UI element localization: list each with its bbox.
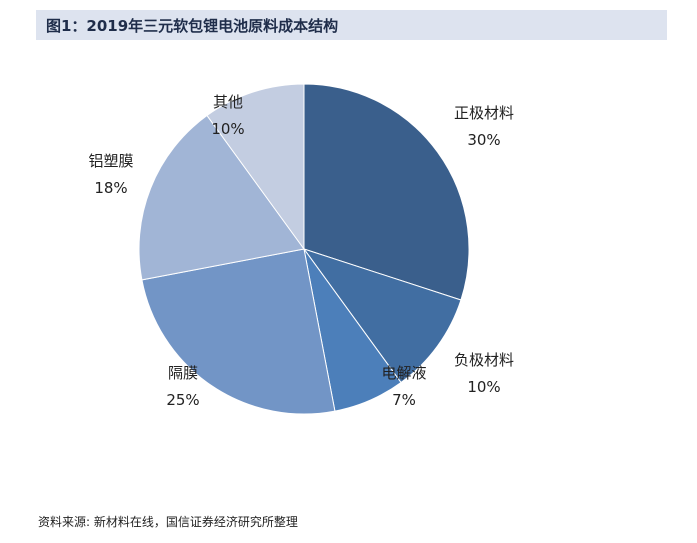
title-bar: 图1：2019年三元软包锂电池原料成本结构	[36, 10, 667, 40]
pie-slice-5	[206, 83, 305, 251]
slice-value-0: 30%	[467, 131, 500, 149]
slice-value-4: 18%	[94, 179, 127, 197]
slice-label-1: 负极材料	[454, 351, 514, 369]
slice-label-5: 其他	[213, 93, 243, 111]
slice-value-3: 25%	[166, 391, 199, 409]
slice-value-2: 7%	[392, 391, 416, 409]
slice-label-4: 铝塑膜	[88, 152, 133, 170]
source-note: 资料来源: 新材料在线，国信证券经济研究所整理	[38, 515, 298, 529]
pie-slice-4	[138, 114, 305, 281]
pie-slice-1	[302, 248, 462, 384]
slice-value-1: 10%	[467, 378, 500, 396]
chart-title: 图1：2019年三元软包锂电池原料成本结构	[46, 17, 339, 35]
slice-label-2: 电解液	[381, 364, 426, 382]
slice-value-5: 10%	[211, 120, 244, 138]
slice-label-3: 隔膜	[168, 364, 198, 382]
slice-label-0: 正极材料	[454, 104, 514, 122]
pie-slice-3	[141, 248, 336, 415]
pie-slice-0	[303, 83, 470, 301]
